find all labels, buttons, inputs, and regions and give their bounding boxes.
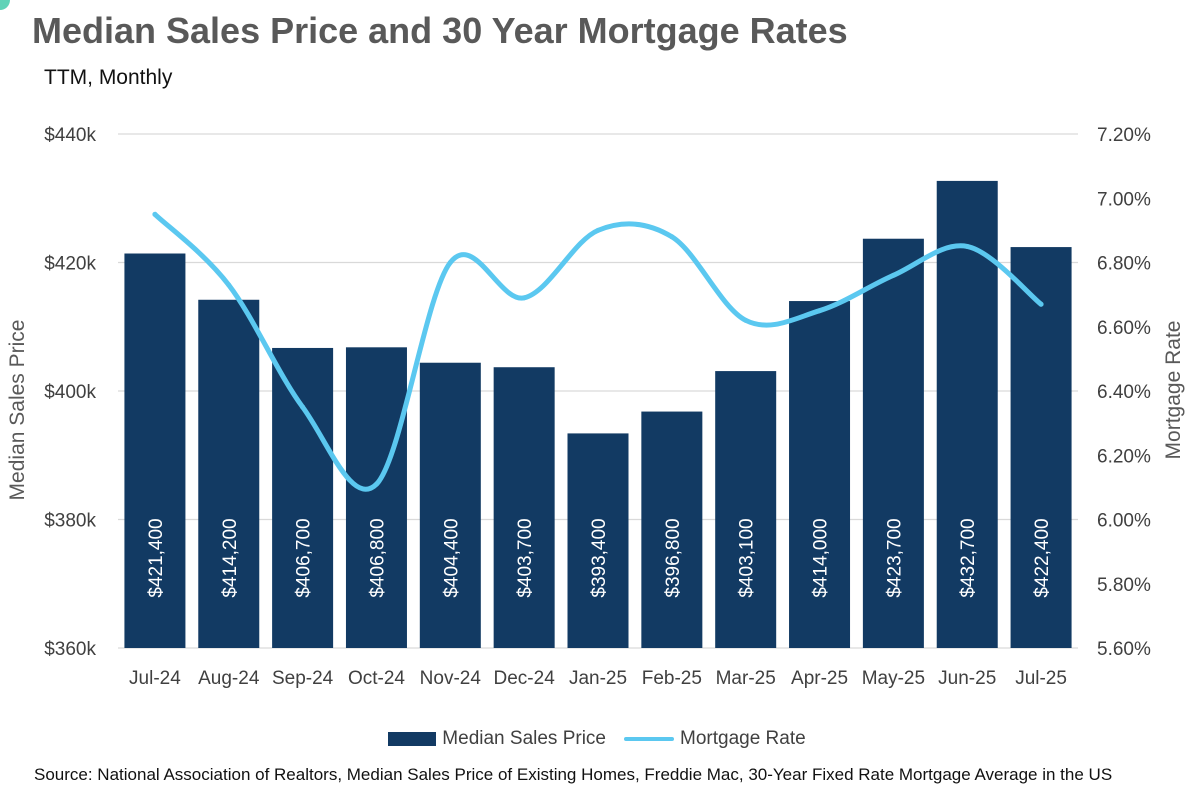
bar[interactable] — [567, 433, 629, 648]
x-tick-label: Dec-24 — [494, 668, 556, 689]
bar-value-label: $432,700 — [958, 518, 979, 597]
x-tick-label: Oct-24 — [348, 668, 405, 689]
line-point[interactable] — [1038, 301, 1044, 307]
line-point[interactable] — [890, 272, 896, 278]
bar-series: $421,400 $414,200 $406,700 $406,800 $404,400… — [124, 180, 1072, 649]
line-point[interactable] — [300, 404, 306, 410]
y2-tick-label: 5.80% — [1097, 575, 1151, 596]
bar[interactable] — [715, 371, 777, 648]
x-tick-label: Mar-25 — [716, 668, 776, 689]
source-note: Source: National Association of Realtors… — [34, 765, 1113, 784]
y2-tick-label: 6.40% — [1097, 382, 1151, 403]
page-title: Median Sales Price and 30 Year Mortgage … — [32, 10, 848, 51]
line-point[interactable] — [817, 308, 823, 314]
bar-value-label: $423,700 — [884, 518, 905, 597]
x-tick-label: Feb-25 — [642, 668, 702, 689]
line-point[interactable] — [595, 227, 601, 233]
y-tick-label: $420k — [44, 254, 96, 275]
axes: $360k $380k $400k $420k $440k 5.60% 5.80% 6.00%… — [44, 125, 1151, 689]
bar-value-label: $422,400 — [1032, 518, 1053, 597]
line-point[interactable] — [152, 211, 158, 217]
bar[interactable] — [198, 299, 260, 648]
bar-value-label: $403,100 — [737, 518, 758, 597]
x-tick-label: Sep-24 — [272, 668, 334, 689]
legend-line-swatch — [624, 737, 674, 741]
bar-value-label: $406,700 — [294, 518, 315, 597]
line-point[interactable] — [226, 282, 232, 288]
bar[interactable] — [862, 238, 924, 649]
legend-item-line[interactable]: Mortgage Rate — [624, 728, 806, 750]
x-tick-label: Apr-25 — [791, 668, 848, 689]
legend-label-bar: Median Sales Price — [442, 728, 606, 749]
x-tick-label: Jan-25 — [569, 668, 627, 689]
x-tick-label: Nov-24 — [420, 668, 482, 689]
y2-tick-label: 7.20% — [1097, 125, 1151, 146]
y2-tick-label: 6.00% — [1097, 511, 1151, 532]
legend-bar-swatch — [388, 732, 437, 746]
bar[interactable] — [789, 301, 851, 648]
legend-item-bar[interactable]: Median Sales Price — [388, 728, 606, 750]
bar-value-label: $403,700 — [515, 518, 536, 597]
y2-tick-label: 7.00% — [1097, 189, 1151, 210]
bar[interactable] — [1010, 247, 1072, 648]
y-tick-label: $380k — [44, 511, 96, 532]
y2-tick-label: 5.60% — [1097, 639, 1151, 660]
line-point[interactable] — [669, 234, 675, 240]
x-tick-label: Jun-25 — [938, 668, 996, 689]
bar-value-label: $393,400 — [589, 518, 610, 597]
y2-tick-label: 6.20% — [1097, 446, 1151, 467]
line-point[interactable] — [521, 295, 527, 301]
y-tick-label: $440k — [44, 125, 96, 146]
legend: Median Sales Price Mortgage Rate — [0, 728, 1194, 750]
x-tick-label: Jul-24 — [129, 668, 181, 689]
line-point[interactable] — [964, 243, 970, 249]
line-series — [152, 211, 1044, 492]
legend-label-line: Mortgage Rate — [680, 728, 806, 749]
line-point[interactable] — [743, 317, 749, 323]
bar-value-label: $404,400 — [441, 518, 462, 597]
bar-value-label: $396,800 — [663, 518, 684, 597]
bar[interactable] — [272, 347, 334, 648]
y-axis-label: Median Sales Price — [6, 320, 29, 501]
corner-decoration — [0, 0, 10, 10]
y-tick-label: $360k — [44, 639, 96, 660]
bar-value-label: $414,000 — [811, 518, 832, 597]
bar[interactable] — [641, 411, 703, 648]
x-tick-label: May-25 — [862, 668, 925, 689]
x-tick-label: Jul-25 — [1015, 668, 1067, 689]
y-tick-label: $400k — [44, 382, 96, 403]
line-point[interactable] — [447, 260, 453, 265]
page-subtitle: TTM, Monthly — [44, 66, 173, 89]
bar-value-label: $414,200 — [220, 518, 241, 597]
bar-value-label: $421,400 — [146, 518, 167, 597]
y2-tick-label: 6.60% — [1097, 318, 1151, 339]
bar-value-label: $406,800 — [367, 518, 388, 597]
bar[interactable] — [345, 347, 407, 648]
line-point[interactable] — [373, 481, 379, 487]
bar[interactable] — [493, 367, 555, 648]
bar[interactable] — [124, 253, 186, 648]
bar[interactable] — [419, 362, 481, 648]
y2-tick-label: 6.80% — [1097, 254, 1151, 275]
y2-axis-label: Mortgage Rate — [1162, 321, 1185, 460]
x-tick-label: Aug-24 — [198, 668, 260, 689]
